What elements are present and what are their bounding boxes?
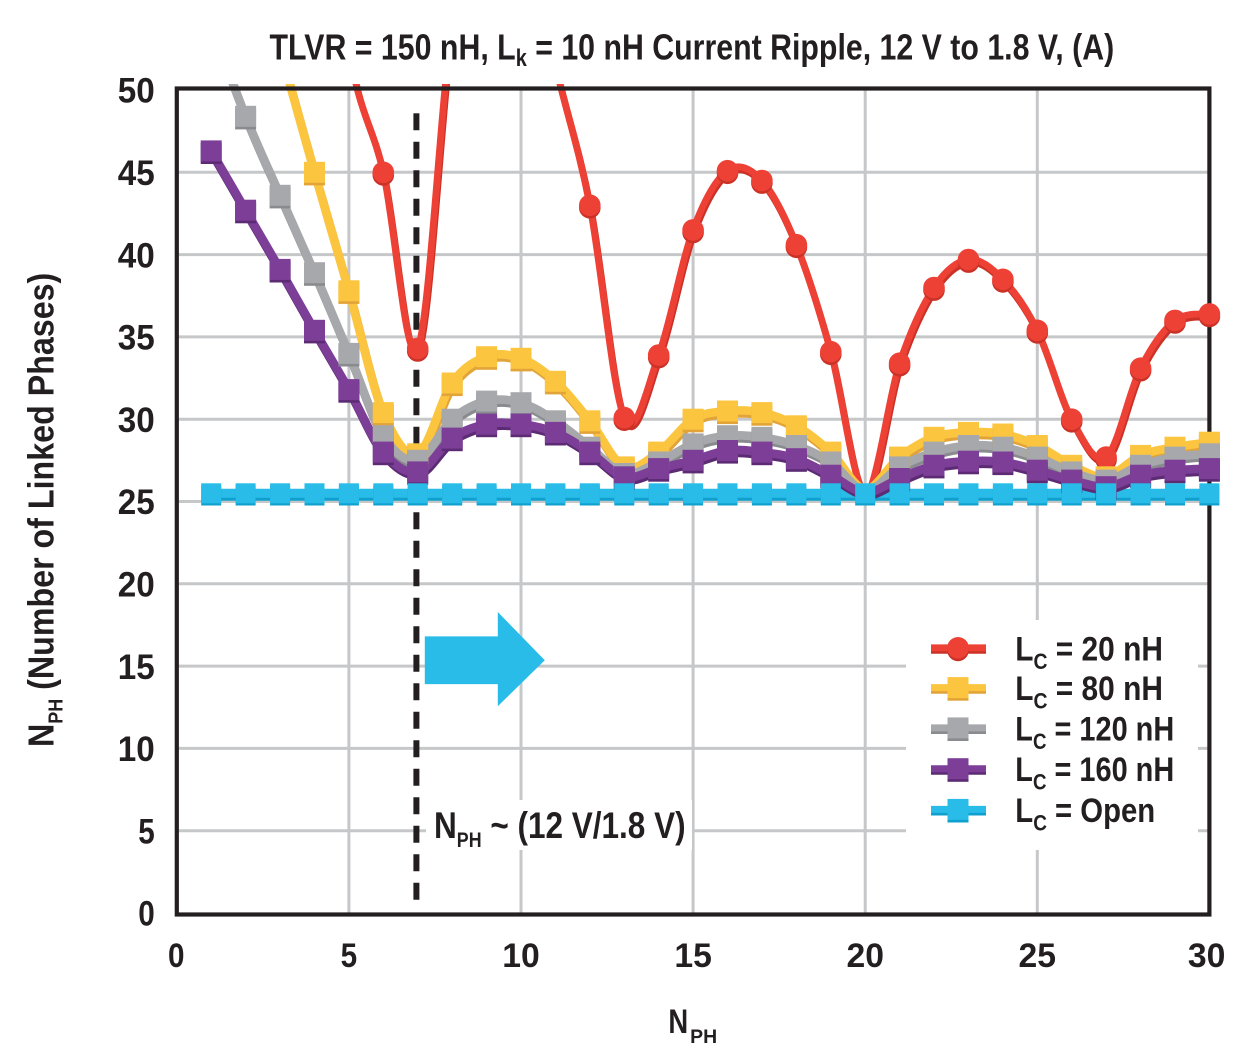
svg-text:C: C: [1033, 729, 1047, 754]
svg-text:TLVR = 150 nH, L: TLVR = 150 nH, L: [270, 27, 516, 68]
svg-text:~ (12 V/1.8 V): ~ (12 V/1.8 V): [482, 805, 686, 846]
svg-text:40: 40: [118, 236, 155, 275]
svg-text:L: L: [1015, 792, 1033, 830]
svg-text:15: 15: [674, 937, 712, 975]
svg-text:0: 0: [168, 937, 185, 975]
svg-text:PH: PH: [457, 829, 482, 852]
svg-text:25: 25: [118, 483, 155, 522]
svg-text:= 80 nH: = 80 nH: [1048, 670, 1163, 708]
svg-text:k: k: [516, 45, 528, 72]
svg-text:10: 10: [118, 730, 155, 769]
svg-text:30: 30: [1188, 937, 1226, 975]
svg-text:C: C: [1033, 810, 1047, 835]
svg-text:N: N: [21, 724, 62, 747]
svg-text:C: C: [1034, 689, 1048, 714]
svg-text:30: 30: [118, 401, 155, 440]
svg-text:N: N: [668, 1003, 688, 1041]
svg-text:C: C: [1033, 770, 1047, 795]
svg-text:L: L: [1015, 670, 1033, 708]
svg-text:5: 5: [341, 937, 358, 975]
svg-text:50: 50: [118, 72, 155, 111]
svg-text:5: 5: [138, 812, 155, 851]
svg-text:20: 20: [118, 566, 155, 605]
svg-text:= 20 nH: = 20 nH: [1048, 630, 1163, 668]
svg-text:(Number of Linked Phases): (Number of Linked Phases): [21, 273, 62, 699]
svg-text:= 120 nH: = 120 nH: [1047, 710, 1175, 748]
svg-text:25: 25: [1019, 937, 1057, 975]
svg-text:= Open: = Open: [1047, 792, 1155, 830]
svg-text:10: 10: [502, 937, 540, 975]
svg-text:PH: PH: [690, 1027, 717, 1048]
svg-text:= 160 nH: = 160 nH: [1047, 751, 1175, 789]
svg-text:L: L: [1015, 630, 1033, 668]
svg-text:L: L: [1015, 710, 1033, 748]
svg-text:C: C: [1034, 649, 1048, 674]
svg-text:0: 0: [138, 895, 155, 934]
svg-text:N: N: [434, 805, 457, 846]
svg-text:45: 45: [118, 154, 155, 193]
svg-text:L: L: [1015, 751, 1033, 789]
svg-text:15: 15: [118, 648, 155, 687]
svg-text:20: 20: [846, 937, 884, 975]
svg-text:PH: PH: [46, 699, 68, 724]
svg-text:= 10 nH Current Ripple, 12 V t: = 10 nH Current Ripple, 12 V to 1.8 V, (…: [527, 27, 1114, 68]
svg-text:35: 35: [118, 319, 155, 358]
